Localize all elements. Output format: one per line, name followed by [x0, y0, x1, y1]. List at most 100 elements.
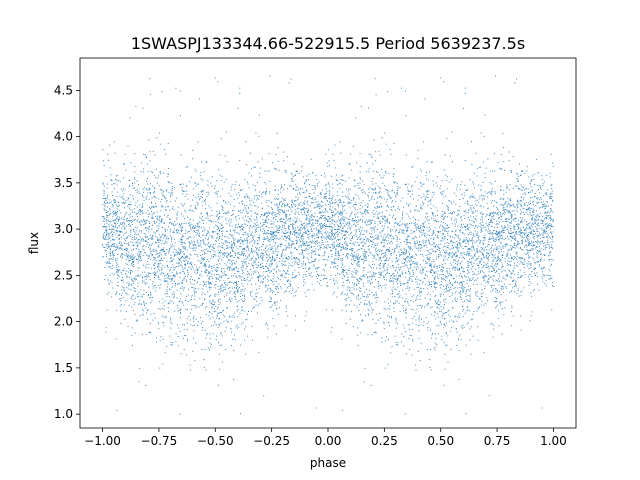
data-point [186, 249, 188, 251]
data-point [510, 200, 512, 202]
data-point [281, 197, 283, 199]
data-point [259, 237, 260, 239]
data-point [491, 183, 492, 185]
data-point [215, 284, 217, 285]
data-point [415, 253, 417, 255]
data-point [379, 187, 381, 189]
data-point [478, 306, 480, 308]
data-point [380, 273, 382, 275]
data-point [168, 250, 170, 252]
data-point [231, 287, 233, 289]
data-point [375, 183, 377, 185]
data-point [483, 257, 485, 259]
data-point [451, 230, 453, 232]
data-point [333, 262, 335, 264]
data-point [109, 274, 111, 276]
data-point [161, 218, 163, 220]
data-point [375, 250, 377, 252]
data-point [456, 298, 458, 300]
data-point [359, 278, 361, 280]
data-point [321, 200, 322, 202]
data-point [441, 281, 442, 282]
data-point [537, 250, 538, 251]
data-point [334, 144, 336, 146]
data-point [112, 239, 114, 241]
data-point [357, 209, 359, 211]
data-point [163, 191, 165, 193]
data-point [172, 342, 174, 344]
data-point [417, 223, 418, 225]
data-point [123, 198, 125, 200]
data-point [234, 263, 236, 265]
data-point [551, 190, 553, 192]
data-point [274, 204, 276, 206]
data-point [222, 235, 223, 237]
data-point [146, 219, 148, 221]
data-point [303, 244, 305, 246]
data-point [279, 246, 281, 248]
data-point [230, 219, 232, 221]
data-point [278, 214, 280, 216]
data-point [319, 232, 321, 234]
data-point [189, 222, 191, 224]
data-point [161, 206, 163, 208]
data-point [374, 198, 375, 200]
data-point [452, 285, 453, 287]
data-point [366, 231, 368, 233]
data-point [355, 272, 357, 274]
data-point [471, 209, 473, 211]
data-point [537, 222, 539, 224]
data-point [295, 174, 296, 176]
data-point [299, 244, 301, 246]
data-point [150, 247, 152, 249]
data-point [520, 189, 522, 191]
data-point [316, 206, 318, 208]
data-point [402, 251, 404, 253]
data-point [114, 210, 116, 212]
data-point [311, 202, 312, 204]
data-point [270, 201, 272, 203]
data-point [404, 249, 406, 251]
data-point [282, 211, 284, 212]
data-point [513, 247, 515, 248]
data-point [453, 278, 454, 279]
data-point [262, 257, 264, 259]
data-point [263, 213, 265, 215]
data-point [376, 217, 378, 219]
data-point [321, 233, 323, 235]
data-point [208, 283, 210, 285]
data-point [429, 230, 431, 232]
data-point [499, 167, 501, 169]
data-point [429, 366, 431, 368]
data-point [206, 233, 208, 235]
data-point [148, 198, 150, 200]
data-point [251, 295, 253, 297]
data-point [452, 242, 454, 244]
data-point [208, 250, 210, 252]
data-point [261, 196, 263, 198]
data-point [408, 260, 410, 261]
data-point [117, 254, 119, 255]
data-point [506, 217, 508, 219]
data-point [234, 334, 235, 336]
data-point [518, 227, 520, 229]
data-point [473, 206, 475, 208]
data-point [315, 267, 317, 269]
data-point [471, 263, 473, 265]
data-point [450, 284, 452, 286]
data-point [506, 209, 508, 211]
data-point [212, 300, 214, 302]
data-point [519, 217, 521, 219]
data-point [495, 287, 497, 289]
data-point [115, 233, 117, 235]
data-point [311, 224, 313, 226]
data-point [199, 98, 200, 100]
data-point [323, 268, 324, 270]
data-point [408, 271, 410, 273]
data-point [503, 251, 505, 253]
data-point [331, 250, 333, 251]
data-point [171, 283, 173, 285]
data-point [524, 234, 526, 236]
data-point [443, 294, 444, 295]
data-point [169, 218, 171, 220]
